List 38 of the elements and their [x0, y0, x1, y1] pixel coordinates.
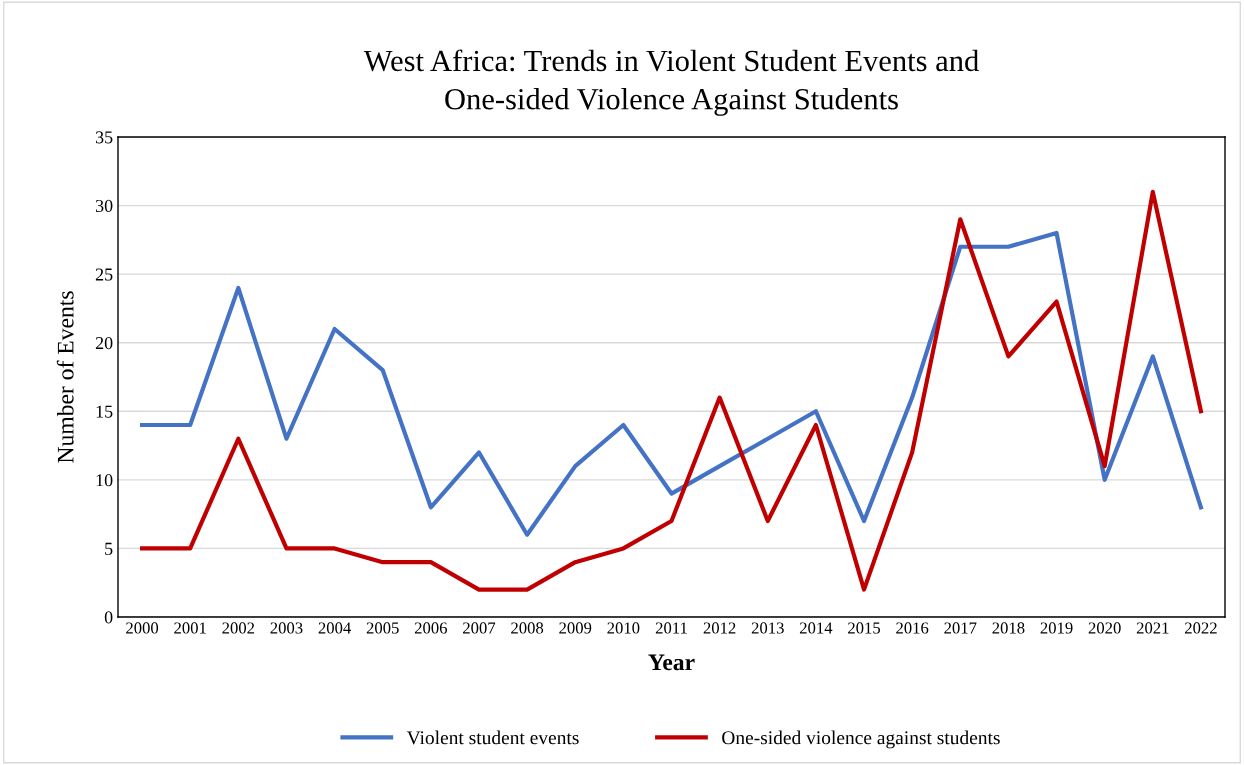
y-tick-label: 30: [95, 199, 113, 213]
x-tick-label: 2016: [896, 622, 929, 634]
y-tick-label: 20: [95, 336, 113, 350]
x-tick-label: 2020: [1088, 622, 1121, 634]
line-series: [139, 189, 1204, 592]
x-tick-label: 2008: [511, 622, 544, 634]
y-tick-label: 5: [105, 542, 113, 555]
line-series: [139, 230, 1204, 537]
x-tick-label: 2021: [1136, 622, 1169, 634]
x-tick-label: 2022: [1185, 622, 1217, 634]
x-tick-label: 2015: [848, 622, 881, 634]
y-tick-label: 35: [95, 131, 113, 144]
x-tick-label: 2019: [1040, 622, 1073, 634]
x-tick-label: 2000: [126, 622, 159, 634]
x-tick-label: 2011: [655, 622, 687, 634]
x-tick-label: 2013: [751, 622, 784, 634]
chart-title: West Africa: Trends in Violent Student Events and One-sided Violence Against Students: [363, 49, 979, 116]
x-tick-label: 2002: [222, 622, 255, 634]
y-tick-label: 25: [95, 268, 113, 281]
x-tick-label: 2017: [944, 622, 977, 634]
y-tick-label: 10: [96, 474, 113, 487]
x-tick-label: 2007: [463, 622, 496, 634]
x-tick-label: 2010: [607, 622, 640, 634]
x-tick-label: 2009: [559, 622, 592, 634]
x-tick-label: 2018: [992, 622, 1025, 634]
legend-label: One-sided violence against students: [722, 730, 1000, 749]
y-tick-label: 0: [104, 611, 113, 624]
x-tick-label: 2004: [318, 622, 351, 634]
x-tick-label: 2012: [703, 622, 736, 634]
x-tick-label: 2005: [366, 622, 399, 634]
x-tick-label: 2001: [174, 622, 206, 634]
x-tick-label: 2003: [270, 622, 303, 634]
legend-label: Violent student events: [406, 730, 579, 745]
x-tick-label: 2014: [799, 622, 833, 634]
y-tick-label: 15: [96, 405, 113, 418]
x-axis-title: Year: [648, 654, 695, 671]
y-axis-title: Number of Events: [56, 291, 74, 463]
x-tick-label: 2006: [414, 622, 448, 634]
